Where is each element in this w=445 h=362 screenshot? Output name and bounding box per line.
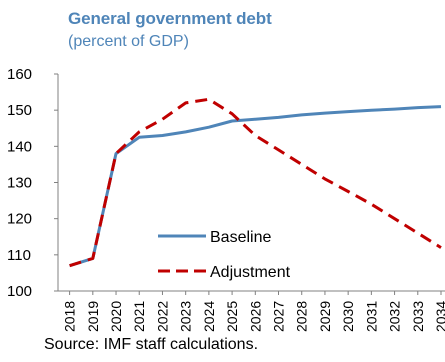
x-tick-label: 2023 — [178, 301, 194, 332]
series-line-baseline — [69, 105, 442, 268]
x-tick-label: 2022 — [154, 301, 170, 332]
x-tick-label: 2018 — [62, 301, 78, 332]
y-tick-labels: 100 110 120 130 140 150 160 — [7, 66, 32, 300]
y-tick-label: 100 — [7, 283, 32, 300]
x-tick-label: 2019 — [85, 301, 101, 332]
x-tick-label: 2032 — [387, 301, 403, 332]
x-tick-label: 2030 — [340, 301, 356, 332]
x-tick-label: 2025 — [224, 301, 240, 332]
chart-title: General government debt — [68, 9, 272, 28]
x-tick-label: 2028 — [294, 301, 310, 332]
y-tick-label: 130 — [7, 175, 32, 192]
y-tick-label: 140 — [7, 138, 32, 155]
x-tick-label: 2033 — [410, 301, 426, 332]
x-tick-label: 2031 — [363, 301, 379, 332]
x-tick-label: 2034 — [433, 301, 445, 332]
y-tick-label: 160 — [7, 66, 32, 83]
chart-subtitle: (percent of GDP) — [68, 33, 189, 50]
y-tick-label: 120 — [7, 211, 32, 228]
x-tick-label: 2020 — [108, 301, 124, 332]
x-tick-label: 2029 — [317, 301, 333, 332]
x-tick-label: 2026 — [247, 301, 263, 332]
x-tick-label: 2024 — [201, 301, 217, 332]
x-tick-label: 2027 — [271, 301, 287, 332]
series-line-adjustment — [69, 97, 442, 268]
axes — [54, 73, 445, 295]
legend: Baseline Adjustment — [158, 229, 291, 281]
series-lines — [69, 97, 442, 268]
legend-label-adjustment: Adjustment — [210, 264, 291, 281]
y-tick-label: 110 — [7, 247, 31, 264]
x-tick-label: 2021 — [131, 301, 147, 332]
source-note: Source: IMF staff calculations. — [44, 336, 259, 353]
legend-label-baseline: Baseline — [210, 229, 271, 246]
x-tick-labels: 2018 2019 2020 2021 2022 2023 2024 2025 2026 2027… — [62, 301, 445, 332]
y-tick-label: 150 — [7, 102, 32, 119]
